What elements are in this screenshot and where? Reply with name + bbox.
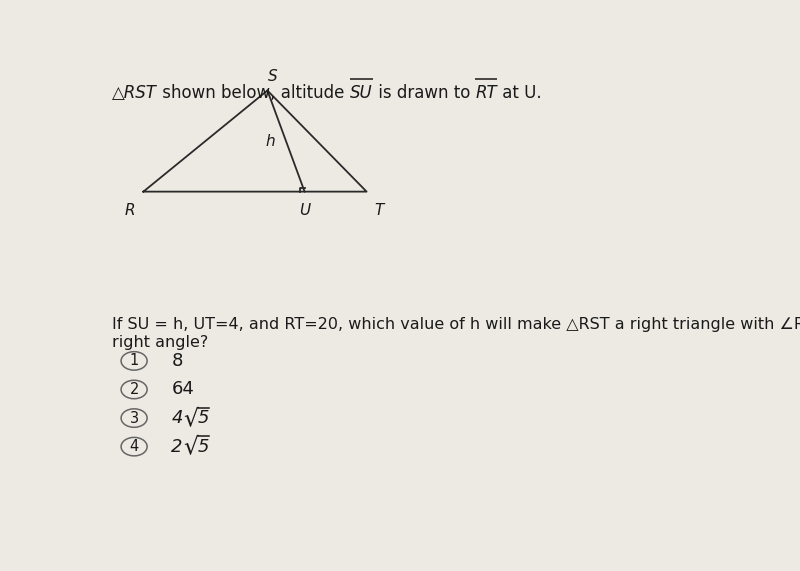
Text: 64: 64: [171, 380, 194, 399]
Text: right angle?: right angle?: [112, 335, 209, 349]
Text: √: √: [182, 435, 198, 459]
Text: is drawn to: is drawn to: [373, 84, 475, 102]
Text: 4: 4: [171, 409, 182, 427]
Text: △RST: △RST: [112, 84, 158, 102]
Text: RT: RT: [475, 84, 497, 102]
Text: shown below, altitude: shown below, altitude: [158, 84, 350, 102]
Text: 2: 2: [171, 437, 182, 456]
Text: 2: 2: [130, 382, 138, 397]
Text: U: U: [299, 203, 310, 218]
Text: 4: 4: [130, 439, 138, 454]
Text: 5: 5: [198, 437, 210, 456]
Text: 8: 8: [171, 352, 182, 370]
Text: S: S: [267, 69, 277, 84]
Text: 3: 3: [130, 411, 138, 425]
Text: T: T: [374, 203, 384, 218]
Text: 5: 5: [198, 409, 210, 427]
Text: 1: 1: [130, 353, 138, 368]
Text: at U.: at U.: [497, 84, 542, 102]
Text: If SU = h, UT=4, and RT=20, which value of h will make △RST a right triangle wit: If SU = h, UT=4, and RT=20, which value …: [112, 317, 800, 332]
Text: SU: SU: [350, 84, 373, 102]
Text: R: R: [125, 203, 135, 218]
Text: h: h: [266, 134, 275, 148]
Text: √: √: [182, 406, 198, 430]
